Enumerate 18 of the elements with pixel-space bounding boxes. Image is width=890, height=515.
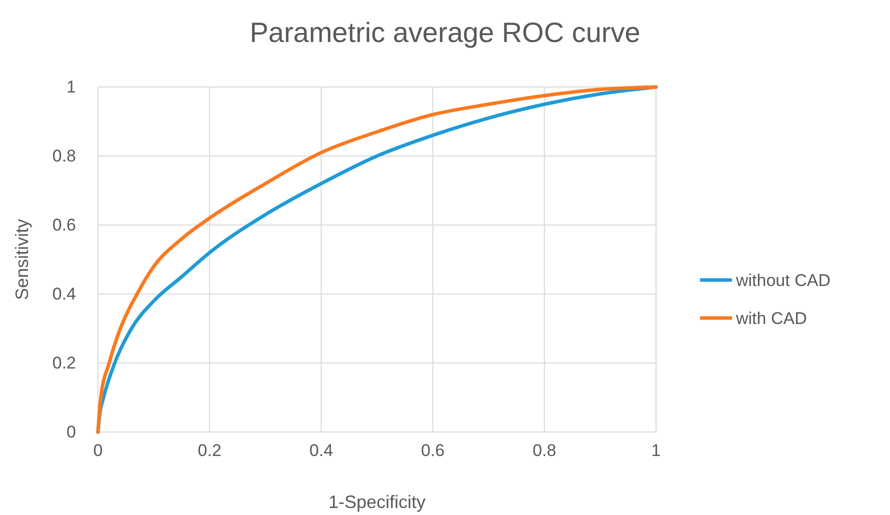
x-tick-label: 0.6 — [420, 441, 445, 460]
y-tick-label: 0.8 — [52, 146, 76, 166]
x-tick-label: 0.8 — [532, 441, 556, 460]
x-axis-title: 1-Specificity — [328, 492, 426, 512]
y-tick-label: 0.2 — [52, 353, 76, 372]
x-tick-label: 0.4 — [309, 441, 334, 460]
line-series — [96, 85, 658, 434]
y-tick-label: 0.6 — [52, 215, 76, 234]
chart-title: Parametric average ROC curve — [250, 17, 640, 48]
legend-label: with CAD — [735, 309, 807, 328]
x-tick-label: 0 — [93, 441, 103, 460]
y-tick-label: 0 — [66, 422, 76, 442]
x-tick-label: 1 — [651, 441, 661, 460]
y-tick-label: 1 — [66, 77, 76, 96]
y-tick-label: 0.4 — [52, 284, 76, 304]
legend-label: without CAD — [735, 271, 830, 290]
x-tick-label: 0.2 — [198, 441, 222, 460]
y-axis-title: Sensitivity — [12, 218, 32, 300]
